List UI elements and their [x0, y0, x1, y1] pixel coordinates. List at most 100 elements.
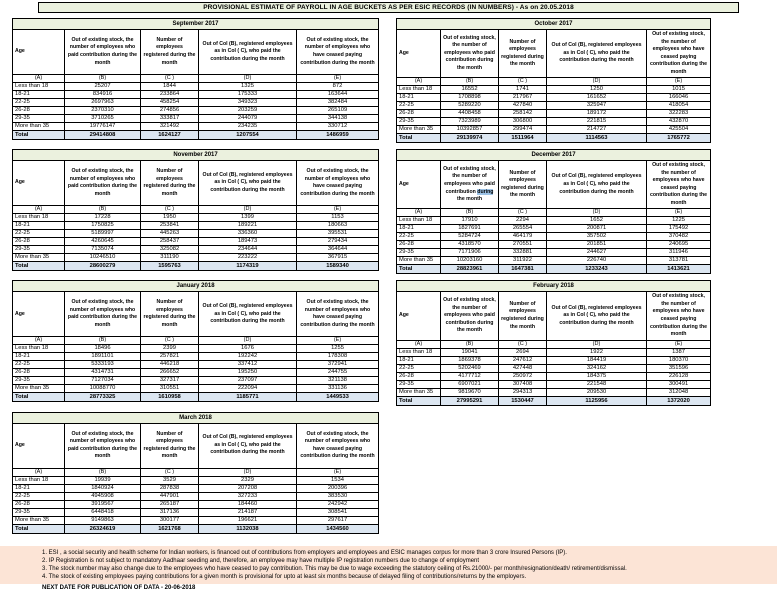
- col-letter: (B): [64, 336, 141, 346]
- value-cell: 5189997: [64, 229, 141, 239]
- col-letter: (E): [296, 74, 379, 83]
- age-cell: Less than 18: [396, 85, 441, 95]
- age-data-row: More than 35 19776147 321492 234235 330712: [12, 122, 379, 131]
- col-header-age: Age: [12, 422, 65, 469]
- age-data-row: 18-21 1750825 253841 189221 180663: [12, 221, 380, 231]
- col-letter: (D): [198, 74, 297, 83]
- total-value-cell: 1530447: [498, 395, 547, 406]
- value-cell: 313781: [645, 256, 712, 266]
- col-header-d: Out of Col (B), registered employees as …: [546, 291, 647, 341]
- value-cell: 17910: [440, 216, 499, 226]
- col-letter: (A): [396, 77, 441, 87]
- total-row: Total 27995291 1530447 1125956 1372020: [396, 395, 712, 406]
- col-header-b: Out of existing stock, the number of emp…: [440, 28, 499, 79]
- value-cell: 322283: [645, 109, 712, 119]
- value-cell: 244627: [546, 248, 647, 258]
- col-header-b: Out of existing stock, the number of emp…: [440, 291, 499, 341]
- age-cell: 22-25: [396, 101, 441, 111]
- value-cell: 2329: [198, 475, 297, 485]
- value-cell: 257821: [140, 352, 199, 362]
- col-header-e: Out of existing stock, the number of emp…: [645, 28, 712, 79]
- total-row: Total 29139974 1511964 1114563 1765772: [396, 133, 712, 144]
- age-data-row: Less than 18 17910 2294 1652 1225: [396, 216, 712, 226]
- value-cell: 311946: [645, 248, 712, 258]
- value-cell: 189172: [546, 109, 647, 119]
- col-header-age: Age: [396, 28, 441, 79]
- col-letter: (A): [12, 467, 65, 477]
- value-cell: 446218: [140, 360, 199, 370]
- column-header-row: Age Out of existing stock, the number of…: [396, 28, 712, 79]
- column-letter-row: (A) (B) (C ) (D) (E): [12, 467, 380, 477]
- total-row: Total 28600279 1595763 1174319 1589340: [12, 261, 380, 272]
- value-cell: 180663: [295, 221, 380, 231]
- age-data-row: Less than 18 19041 2694 1922 1387: [396, 347, 712, 357]
- value-cell: 4314731: [64, 368, 141, 378]
- total-value-cell: 28773325: [64, 392, 141, 403]
- value-cell: 1741: [498, 85, 547, 95]
- value-cell: 370482: [645, 232, 712, 242]
- age-data-row: Less than 18 16552 1741 1250 1015: [396, 85, 712, 95]
- value-cell: 445263: [140, 229, 199, 239]
- age-data-row: More than 35 10088770 310551 222094 331136: [12, 384, 380, 394]
- next-publication-date: NEXT DATE FOR PUBLICATION OF DATA - 20-0…: [0, 583, 777, 593]
- value-cell: 4318570: [440, 240, 499, 250]
- age-data-row: 22-25 5189997 445263 336360 395531: [12, 229, 380, 239]
- value-cell: 221815: [546, 117, 647, 127]
- col-letter: (B): [64, 467, 141, 477]
- value-cell: 5284724: [440, 232, 499, 242]
- total-value-cell: 1125956: [546, 395, 647, 406]
- value-cell: 6448418: [64, 507, 141, 517]
- col-letter: (B): [440, 77, 499, 87]
- total-value-cell: 1610958: [140, 392, 199, 403]
- value-cell: 395531: [295, 229, 380, 239]
- month-title: February 2018: [395, 280, 712, 293]
- col-letter: (D): [198, 336, 297, 346]
- col-letter: (D): [546, 339, 647, 349]
- value-cell: 265554: [498, 224, 547, 234]
- selected-text: during: [477, 188, 494, 195]
- value-cell: 214727: [546, 125, 647, 135]
- age-cell: 22-25: [12, 360, 65, 370]
- value-cell: 222094: [198, 384, 297, 394]
- value-cell: 447901: [140, 491, 199, 501]
- value-cell: 1153: [295, 213, 380, 223]
- value-cell: 7127034: [64, 376, 141, 386]
- footnotes: 1. ESI , a social security and health sc…: [0, 545, 777, 584]
- col-header-c: Number of employees registered during th…: [140, 160, 199, 207]
- age-cell: Less than 18: [12, 475, 65, 485]
- value-cell: 7135074: [64, 245, 141, 255]
- total-value-cell: 26324619: [64, 523, 141, 534]
- value-cell: 1387: [645, 347, 712, 357]
- month-title: September 2017: [12, 18, 379, 30]
- age-data-row: Less than 18 19939 3529 2329 1534: [12, 475, 380, 485]
- age-data-row: 22-25 5289220 427840 325947 418054: [396, 101, 712, 111]
- total-value-cell: 1624127: [140, 130, 199, 140]
- col-letter: (B): [64, 74, 141, 83]
- total-value-cell: 1185771: [198, 392, 297, 403]
- value-cell: 372941: [295, 360, 380, 370]
- age-cell: 26-28: [12, 106, 65, 115]
- total-value-cell: 1233243: [546, 264, 647, 275]
- value-cell: 214187: [198, 507, 297, 517]
- value-cell: 258437: [140, 237, 199, 247]
- age-cell: 18-21: [12, 221, 65, 231]
- column-header-row: Age Out of existing stock, the number of…: [12, 160, 380, 207]
- value-cell: 287838: [140, 483, 199, 493]
- col-header-c: Number of employees registered during th…: [498, 28, 547, 79]
- age-data-row: 29-35 7171906 332881 244627 311946: [396, 248, 712, 258]
- age-cell: 22-25: [12, 98, 65, 107]
- value-cell: 10392857: [440, 125, 499, 135]
- value-cell: 203259: [198, 106, 297, 115]
- age-cell: 18-21: [12, 483, 65, 493]
- total-label-cell: Total: [396, 264, 441, 275]
- total-value-cell: 1434560: [295, 523, 380, 534]
- age-data-row: 18-21 834916 233864 175333 163644: [12, 90, 379, 99]
- value-cell: 464179: [498, 232, 547, 242]
- col-header-e: Out of existing stock, the number of emp…: [295, 291, 380, 338]
- value-cell: 2694: [498, 347, 547, 357]
- age-data-row: More than 35 10246510 311190 223222 367915: [12, 253, 380, 263]
- age-cell: 18-21: [12, 352, 65, 362]
- value-cell: 17228: [64, 213, 141, 223]
- age-cell: 18-21: [12, 90, 65, 99]
